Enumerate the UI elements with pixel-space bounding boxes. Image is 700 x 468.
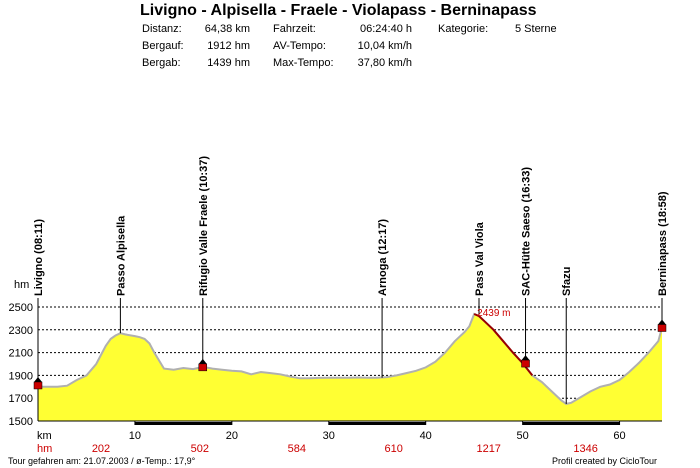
profile-area — [38, 314, 662, 421]
stat-value: 37,80 km/h — [357, 57, 412, 69]
x-tick-label: 50 — [516, 430, 528, 442]
waypoint-marker-roof — [521, 355, 530, 361]
tour-title: Livigno - Alpisella - Fraele - Violapass… — [140, 2, 537, 19]
waypoint-label: Sfazu — [561, 267, 573, 296]
waypoint-label: Livigno (08:11) — [33, 219, 45, 296]
x-tick-label: 20 — [226, 430, 238, 442]
waypoint-marker-roof — [198, 358, 207, 364]
stat-label: Max-Tempo: — [273, 57, 334, 69]
waypoint-label: Pass Val Viola — [474, 221, 486, 296]
y-tick-label: 2500 — [9, 302, 33, 314]
hm-row-label: hm — [37, 443, 52, 455]
waypoint-marker — [198, 363, 208, 372]
stat-label: AV-Tempo: — [273, 40, 326, 52]
waypoint-label: Passo Alpisella — [115, 215, 127, 296]
waypoint-label: Rifugio Valle Fraele (10:37) — [198, 156, 210, 296]
stat-value: 1439 hm — [207, 57, 250, 69]
stat-value: 10,04 km/h — [357, 40, 412, 52]
waypoint-label: SAC-Hütte Saeso (16:33) — [521, 167, 533, 296]
footer-info: Tour gefahren am: 21.07.2003 / ø-Temp.: … — [8, 456, 196, 466]
hm-value: 610 — [385, 443, 403, 455]
x-tick-label: 30 — [323, 430, 335, 442]
hm-value: 1217 — [476, 443, 500, 455]
peak-elevation-label: 2439 m — [477, 308, 510, 319]
stat-value: 1912 hm — [207, 40, 250, 52]
stat-label: Distanz: — [142, 23, 182, 35]
y-tick-label: 2300 — [9, 325, 33, 337]
y-tick-label: 1500 — [9, 416, 33, 428]
stat-label: Kategorie: — [438, 23, 489, 35]
x-axis-label: km — [37, 430, 52, 442]
stat-label: Fahrzeit: — [273, 23, 316, 35]
waypoint-label: Arnoga (12:17) — [377, 219, 389, 296]
scale-bar-segment — [134, 422, 232, 425]
scale-bar-segment — [522, 422, 620, 425]
scale-bar-segment — [328, 422, 426, 425]
footer-credit: Profil created by CicloTour — [552, 456, 658, 466]
waypoint-label: Berninapass (18:58) — [657, 191, 669, 296]
stat-label: Bergab: — [142, 57, 181, 69]
waypoint-marker — [657, 324, 667, 332]
x-tick-label: 60 — [613, 430, 625, 442]
y-tick-label: 1900 — [9, 370, 33, 382]
stat-value: 06:24:40 h — [360, 23, 412, 35]
waypoint-marker-roof — [658, 319, 666, 325]
y-tick-label: 1700 — [9, 393, 33, 405]
hm-value: 1346 — [573, 443, 597, 455]
waypoint-marker — [521, 359, 530, 368]
profile-line — [37, 312, 663, 405]
descent-highlight-line — [473, 313, 534, 377]
waypoint-marker — [33, 381, 43, 390]
x-tick-label: 40 — [420, 430, 432, 442]
y-axis-label: hm — [14, 279, 29, 291]
stat-value: 64,38 km — [204, 23, 250, 35]
stat-label: Bergauf: — [142, 40, 184, 52]
stat-value: 5 Sterne — [515, 23, 557, 35]
hm-value: 584 — [288, 443, 306, 455]
waypoint-marker-roof — [34, 376, 42, 382]
hm-value: 502 — [191, 443, 209, 455]
y-tick-label: 2100 — [9, 348, 33, 360]
hm-value: 202 — [92, 443, 110, 455]
x-tick-label: 10 — [129, 430, 141, 442]
